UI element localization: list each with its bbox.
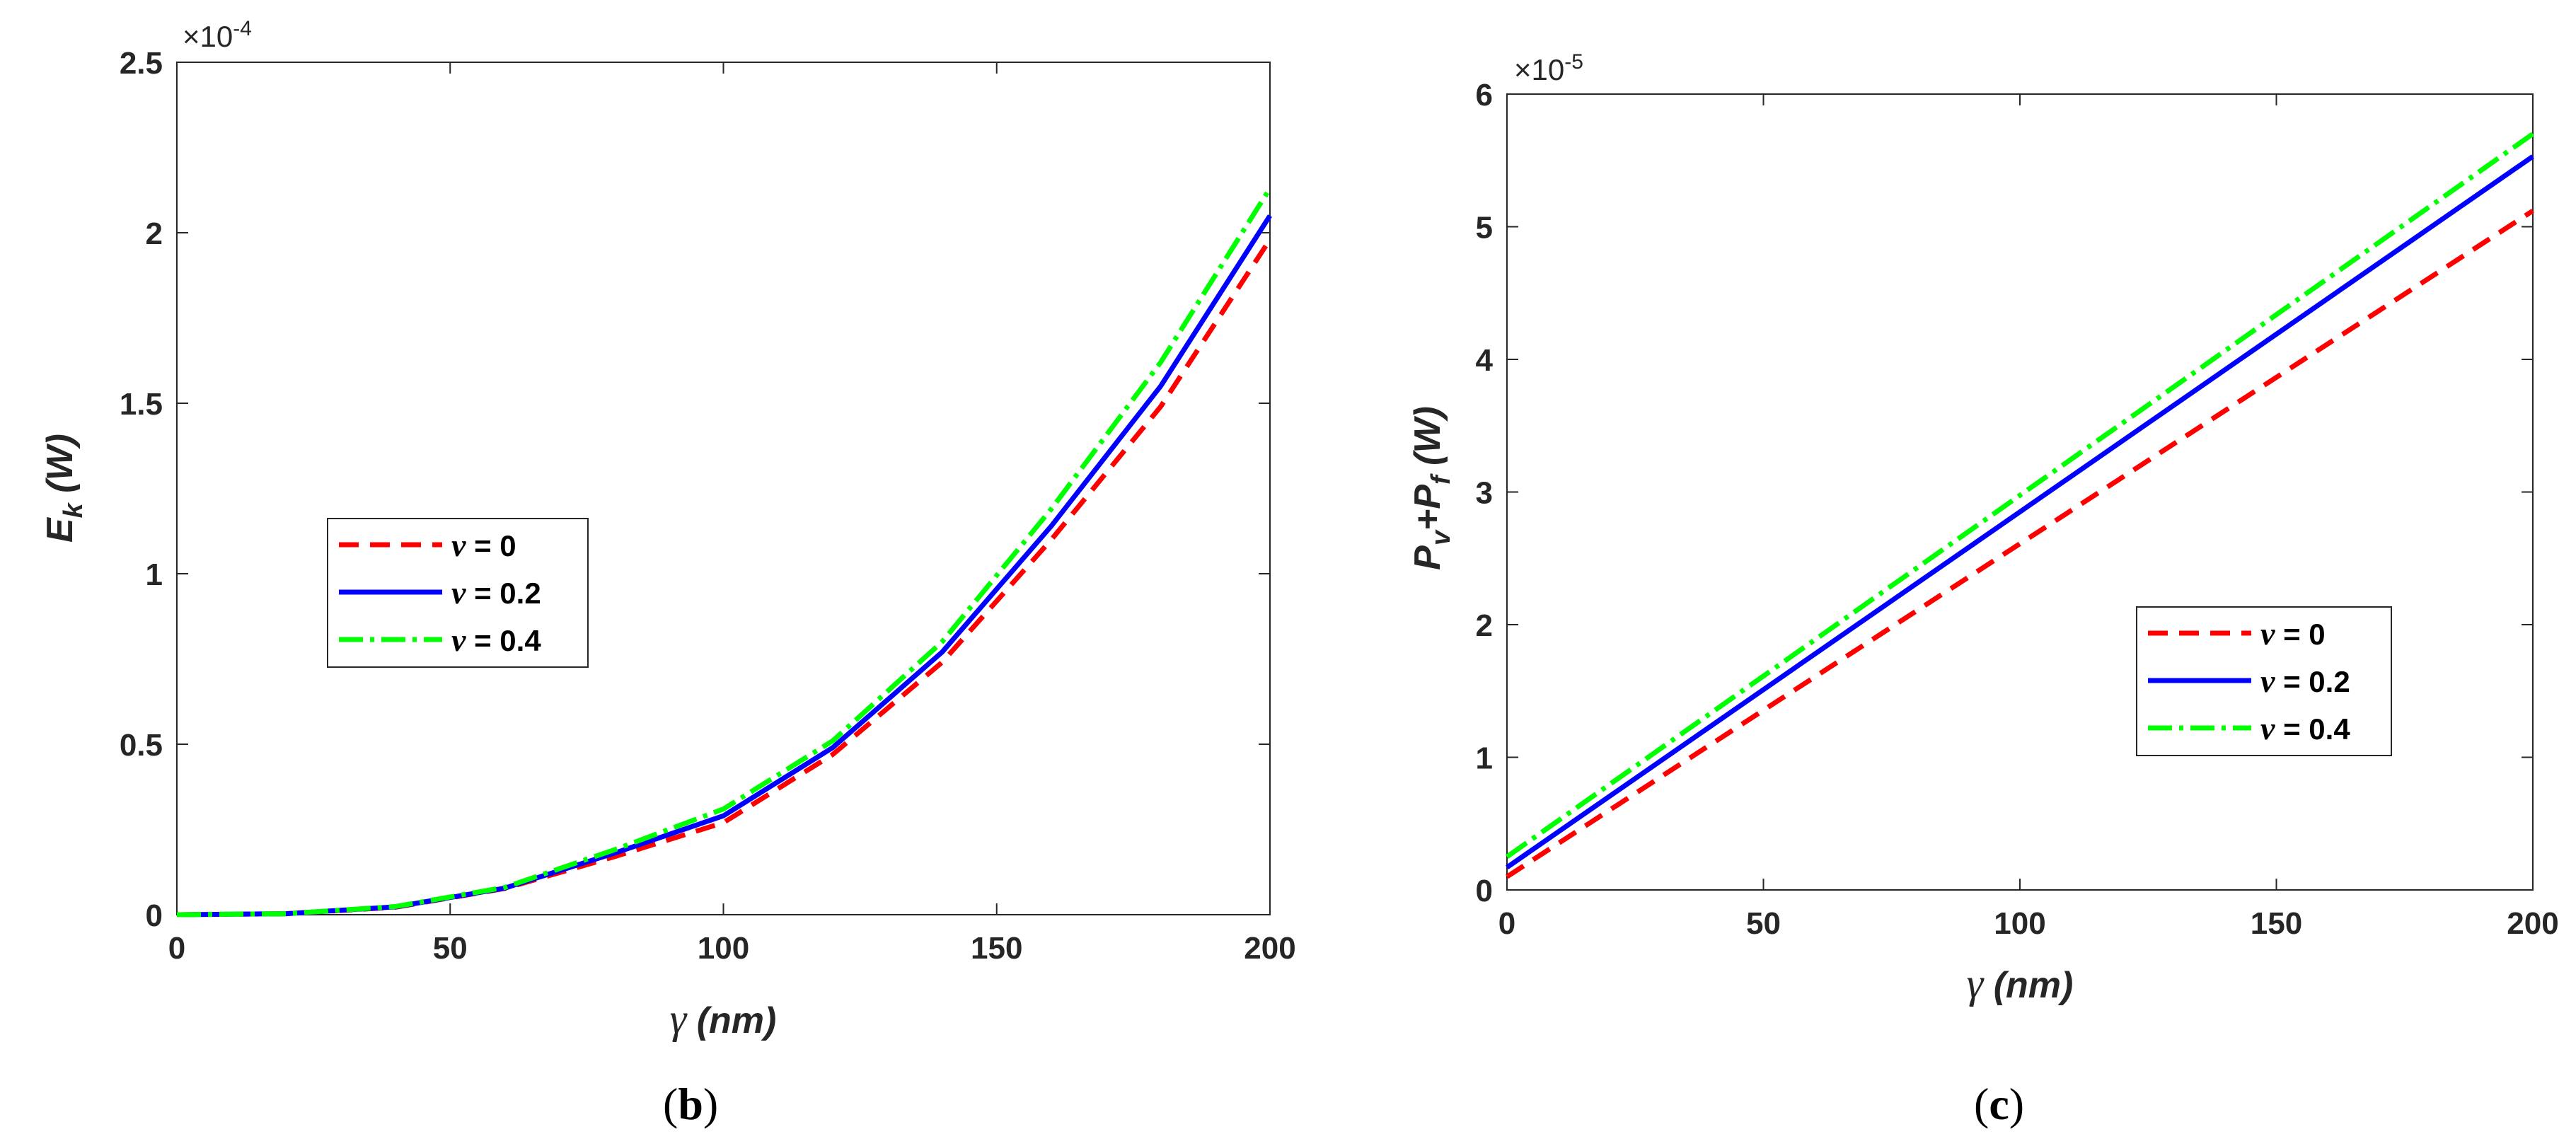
- panel-c-xtick-label: 50: [1746, 906, 1781, 941]
- panel-c-ytick-label: 5: [1476, 211, 1493, 245]
- panel-c-series-1: [1506, 154, 2534, 869]
- panel-c-ytick-label: 4: [1476, 343, 1494, 378]
- panel-c-legend: ν = 0 ν = 0.2 ν = 0.4: [2136, 606, 2392, 756]
- panel-c-xtick-label: 100: [1994, 906, 2045, 941]
- panel-c-xtick-label: 150: [2251, 906, 2302, 941]
- panel-b-caption: (b): [663, 1079, 718, 1129]
- panel-c-ylabel: Pv+Pf (W): [1407, 406, 1456, 570]
- legend-b-label-nu02: ν = 0.2: [451, 574, 541, 611]
- legend-c-label-nu04: ν = 0.4: [2260, 710, 2350, 746]
- legend-c-label-nu0: ν = 0: [2260, 615, 2326, 652]
- panel-b-xtick-label: 0: [168, 931, 185, 966]
- panel-b-ytick-label: 1: [146, 557, 163, 592]
- panel-c-exponent: ×10-5: [1514, 50, 1583, 86]
- panel-b-series-2: [176, 187, 1272, 918]
- panel-c-series-0: [1506, 209, 2534, 879]
- panel-b-xtick-label: 100: [698, 931, 749, 966]
- panel-b-ytick-label: 0: [146, 898, 163, 933]
- panel-b-ylabel: Ek (W): [40, 434, 88, 543]
- panel-b-xtick-label: 50: [433, 931, 468, 966]
- panel-c-ytick-label: 2: [1476, 608, 1493, 643]
- panel-b-xlabel: γ (nm): [670, 995, 777, 1042]
- panel-c-ytick-label: 1: [1476, 741, 1493, 776]
- panel-b-legend: ν = 0 ν = 0.2 ν = 0.4: [327, 518, 589, 668]
- legend-b-label-nu04: ν = 0.4: [451, 622, 541, 658]
- panel-b-ytick-label: 2.5: [120, 46, 163, 81]
- panel-c-ytick-label: 0: [1476, 874, 1493, 908]
- panel-b-chart: 0 50 100 150 200 0 0.5 1 1.5 2 2.5 ×10-4 Ek (W) γ …: [40, 17, 1296, 1129]
- panel-b-ytick-label: 2: [146, 216, 163, 251]
- panel-c-xlabel: γ (nm): [1967, 960, 2074, 1007]
- panel-b-ytick-label: 1.5: [120, 387, 163, 422]
- panel-b-xtick-label: 200: [1244, 931, 1295, 966]
- panel-c-ytick-label: 3: [1476, 476, 1493, 511]
- panel-c-caption: (c): [1974, 1079, 2024, 1129]
- legend-c-label-nu02: ν = 0.2: [2260, 663, 2350, 699]
- panel-b-plot-area: [176, 62, 1271, 915]
- panel-c-chart: 0 50 100 150 200 0 1 2 3 4 5 6 ×10-5 Pv+Pf (W) γ (n…: [1407, 50, 2559, 1129]
- panel-c-series-2: [1505, 132, 2535, 859]
- panel-b-ytick-label: 0.5: [120, 728, 163, 763]
- legend-b-label-nu0: ν = 0: [451, 527, 516, 563]
- panel-b-exponent: ×10-4: [183, 17, 252, 53]
- panel-c-plot-area: [1506, 93, 2534, 891]
- panel-c-xtick-label: 200: [2507, 906, 2558, 941]
- panel-c-ytick-label: 6: [1476, 78, 1493, 112]
- panel-b-xtick-label: 150: [971, 931, 1022, 966]
- panel-c-xtick-label: 0: [1498, 906, 1515, 941]
